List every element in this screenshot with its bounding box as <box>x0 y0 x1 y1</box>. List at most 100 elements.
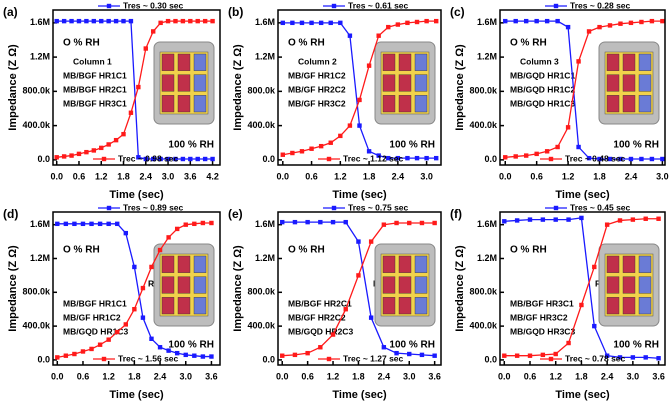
data-point <box>166 348 171 353</box>
device-cell <box>382 74 396 92</box>
data-point <box>527 353 533 358</box>
data-point <box>151 156 156 162</box>
data-point <box>63 353 69 358</box>
legend-marker <box>101 156 107 162</box>
data-point <box>434 155 439 161</box>
y-tick-label: 0.0 <box>37 154 50 164</box>
sample-info: MB/BGF HR3C1 <box>63 98 127 108</box>
y-tick-label: 400.0k <box>469 120 498 130</box>
y-tick-label: 800.0k <box>247 287 276 297</box>
data-point <box>210 156 215 162</box>
data-point <box>618 21 623 26</box>
sample-info: Column 3 <box>520 56 559 66</box>
data-point <box>54 18 59 24</box>
device-cell <box>398 95 412 113</box>
device-cell <box>414 95 428 113</box>
data-point <box>113 137 119 143</box>
data-point <box>381 222 387 227</box>
panel-label: (a) <box>3 5 18 19</box>
x-tick-label: 2.4 <box>154 371 167 381</box>
data-point <box>579 215 584 221</box>
x-tick-label: 0.0 <box>50 171 63 181</box>
legend-marker <box>548 356 554 362</box>
legend-marker <box>106 205 112 211</box>
data-point <box>292 219 298 225</box>
data-point <box>209 220 214 226</box>
data-point <box>97 221 103 227</box>
device-cell <box>414 53 428 71</box>
data-point <box>407 220 412 226</box>
data-point <box>607 156 613 162</box>
data-point <box>132 307 137 312</box>
data-point <box>565 24 571 30</box>
device-cell <box>638 95 652 113</box>
y-tick-label: 400.0k <box>469 320 498 330</box>
device-cell <box>177 255 191 273</box>
data-point <box>347 33 353 38</box>
device-cell <box>622 53 636 71</box>
x-tick-label: 2.4 <box>601 371 614 381</box>
panel-label: (e) <box>228 207 243 221</box>
data-point <box>143 156 148 162</box>
data-point <box>106 337 111 342</box>
y-tick-label: 1.6M <box>477 17 497 27</box>
sample-info: MB/GF HR1C2 <box>288 70 346 80</box>
y-tick-label: 800.0k <box>22 86 51 96</box>
data-point <box>115 329 120 335</box>
data-point <box>173 18 178 24</box>
series-line <box>56 20 213 160</box>
data-point <box>183 222 188 227</box>
data-point <box>338 133 343 139</box>
y-tick-label: 1.2M <box>477 253 497 263</box>
data-point <box>576 144 581 150</box>
device-cell <box>398 297 412 315</box>
series-line <box>505 20 663 158</box>
rh-low-label: O % RH <box>510 245 547 256</box>
data-point <box>597 156 602 162</box>
legend-label: Tres ~ 0.89 sec <box>123 202 184 212</box>
data-point <box>395 155 401 161</box>
data-point <box>405 20 410 26</box>
data-point <box>639 19 644 25</box>
data-point <box>356 239 361 244</box>
data-point <box>503 18 508 24</box>
device-cell <box>177 276 191 294</box>
data-point <box>328 20 333 26</box>
y-tick-label: 1.6M <box>477 219 497 229</box>
data-point <box>305 350 310 356</box>
device-cell <box>606 255 620 273</box>
data-point <box>628 20 634 26</box>
device-cell <box>382 297 396 315</box>
data-point <box>89 221 94 227</box>
y-tick-label: 800.0k <box>469 287 498 297</box>
sample-info: MB/GQD HR2C3 <box>288 326 353 336</box>
data-point <box>618 156 623 162</box>
x-tick-label: 3.6 <box>184 171 197 181</box>
data-point <box>151 29 156 34</box>
data-point <box>356 273 361 278</box>
y-tick-label: 400.0k <box>247 120 276 130</box>
x-tick-label: 0.0 <box>51 371 64 381</box>
device-cell <box>398 276 412 294</box>
data-point <box>540 352 546 358</box>
data-point <box>544 149 550 154</box>
x-tick-label: 3.6 <box>205 371 218 381</box>
data-point <box>174 350 180 356</box>
device-cell <box>161 53 175 71</box>
device-cell <box>622 74 636 92</box>
data-point <box>280 219 285 225</box>
y-tick-label: 1.6M <box>30 17 50 27</box>
data-point <box>195 156 200 162</box>
data-point <box>149 336 154 341</box>
data-point <box>183 352 188 358</box>
data-point <box>424 18 429 24</box>
device-cell <box>622 297 636 315</box>
device-cell <box>638 297 652 315</box>
data-point <box>99 145 104 151</box>
device-cell <box>177 74 191 92</box>
data-point <box>565 125 571 130</box>
data-point <box>128 110 134 115</box>
device-cell <box>161 255 175 273</box>
data-point <box>394 350 399 356</box>
data-point <box>502 353 507 358</box>
